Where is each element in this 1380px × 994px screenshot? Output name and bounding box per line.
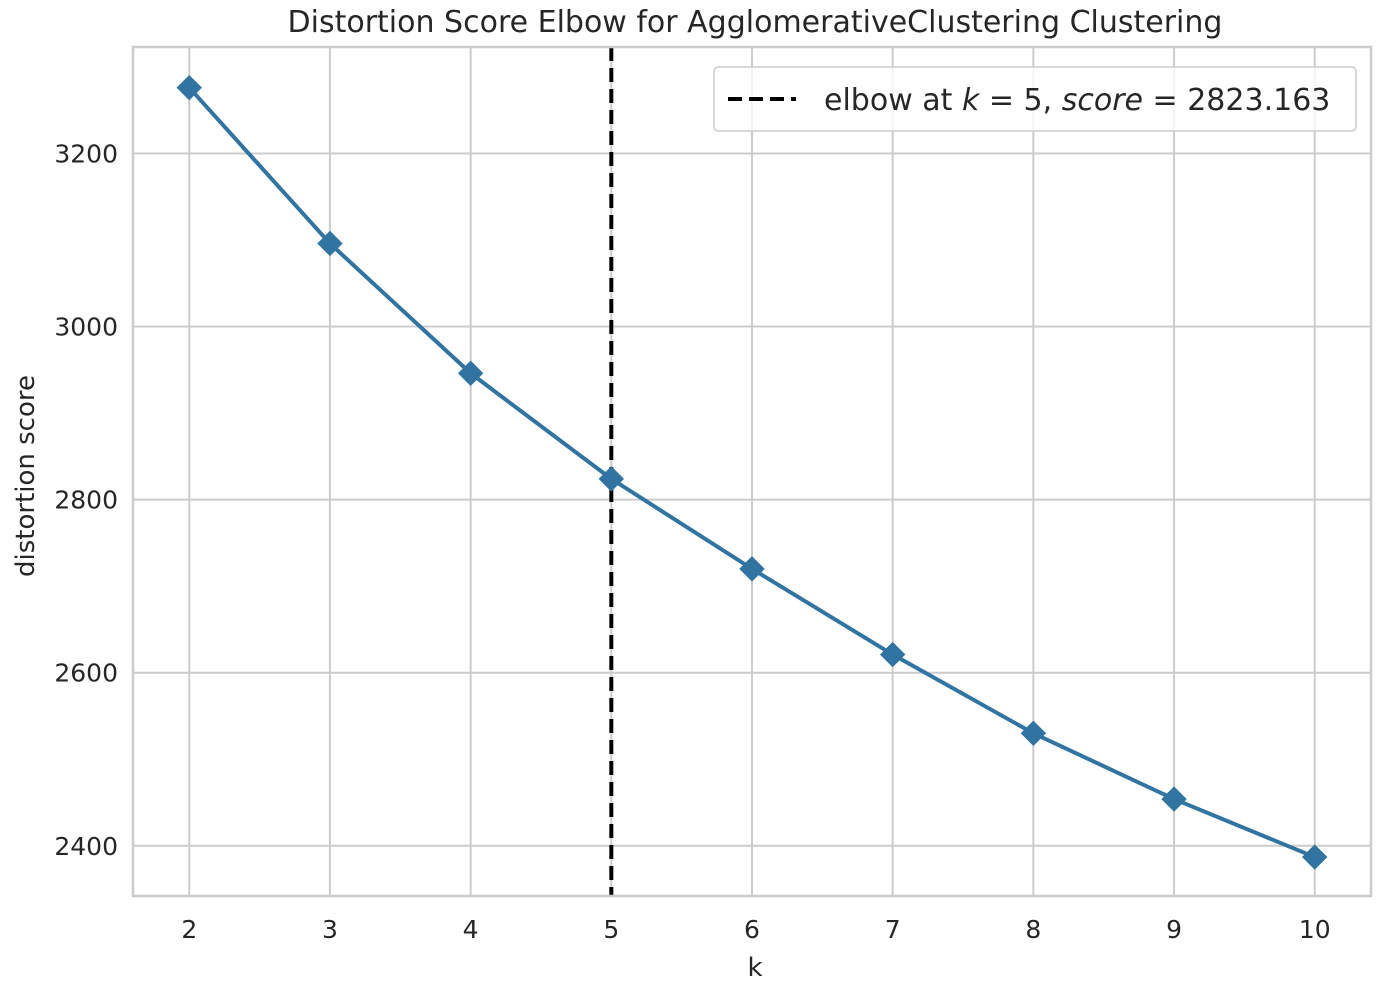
y-tick-label: 2800 <box>54 486 118 515</box>
x-tick-label: 10 <box>1299 915 1331 944</box>
y-tick-label: 2400 <box>54 832 118 861</box>
data-point-marker <box>879 641 906 668</box>
legend-equals-2: = <box>1143 83 1187 118</box>
x-tick-label: 3 <box>322 915 338 944</box>
data-point-marker <box>739 556 765 582</box>
chart-title: Distortion Score Elbow for Agglomerative… <box>288 5 1223 40</box>
legend-score-value: 2823.163 <box>1187 83 1330 118</box>
x-tick-label: 6 <box>744 915 760 944</box>
data-point-marker <box>1020 720 1047 747</box>
legend-entry-elbow: elbow at k = 5, score = 2823.163 <box>824 83 1330 118</box>
legend-k-value: 5 <box>1024 83 1043 118</box>
y-tick-label: 3200 <box>54 139 118 168</box>
data-point-marker <box>176 74 202 101</box>
x-tick-label: 8 <box>1025 915 1041 944</box>
x-tick-label: 4 <box>463 915 479 944</box>
data-point-marker <box>1302 844 1328 870</box>
data-point-marker <box>598 466 625 492</box>
tick-labels: 2 3 4 5 6 7 8 9 10 2400 2600 2800 3000 3200 <box>54 139 1330 944</box>
data-point-marker <box>317 230 343 257</box>
grid-lines <box>133 47 1371 896</box>
x-tick-label: 7 <box>885 915 901 944</box>
legend-separator: , <box>1043 83 1062 118</box>
x-axis-label: k <box>747 953 762 983</box>
data-point-marker <box>1161 786 1187 812</box>
y-axis-label: distortion score <box>11 375 41 577</box>
x-tick-label: 9 <box>1166 915 1182 944</box>
data-point-marker <box>457 360 484 386</box>
plot-frame <box>131 45 1373 898</box>
legend-k-symbol: k <box>962 83 981 118</box>
legend-score-symbol: score <box>1062 83 1143 118</box>
legend: elbow at k = 5, score = 2823.163 <box>713 66 1357 132</box>
y-tick-label: 3000 <box>54 313 118 342</box>
series-layer <box>176 74 1328 870</box>
x-tick-label: 2 <box>181 915 197 944</box>
legend-box <box>713 66 1357 132</box>
y-tick-label: 2600 <box>54 659 118 688</box>
legend-equals-1: = <box>979 83 1023 118</box>
x-tick-label: 5 <box>603 915 619 944</box>
legend-prefix: elbow at <box>824 83 962 118</box>
